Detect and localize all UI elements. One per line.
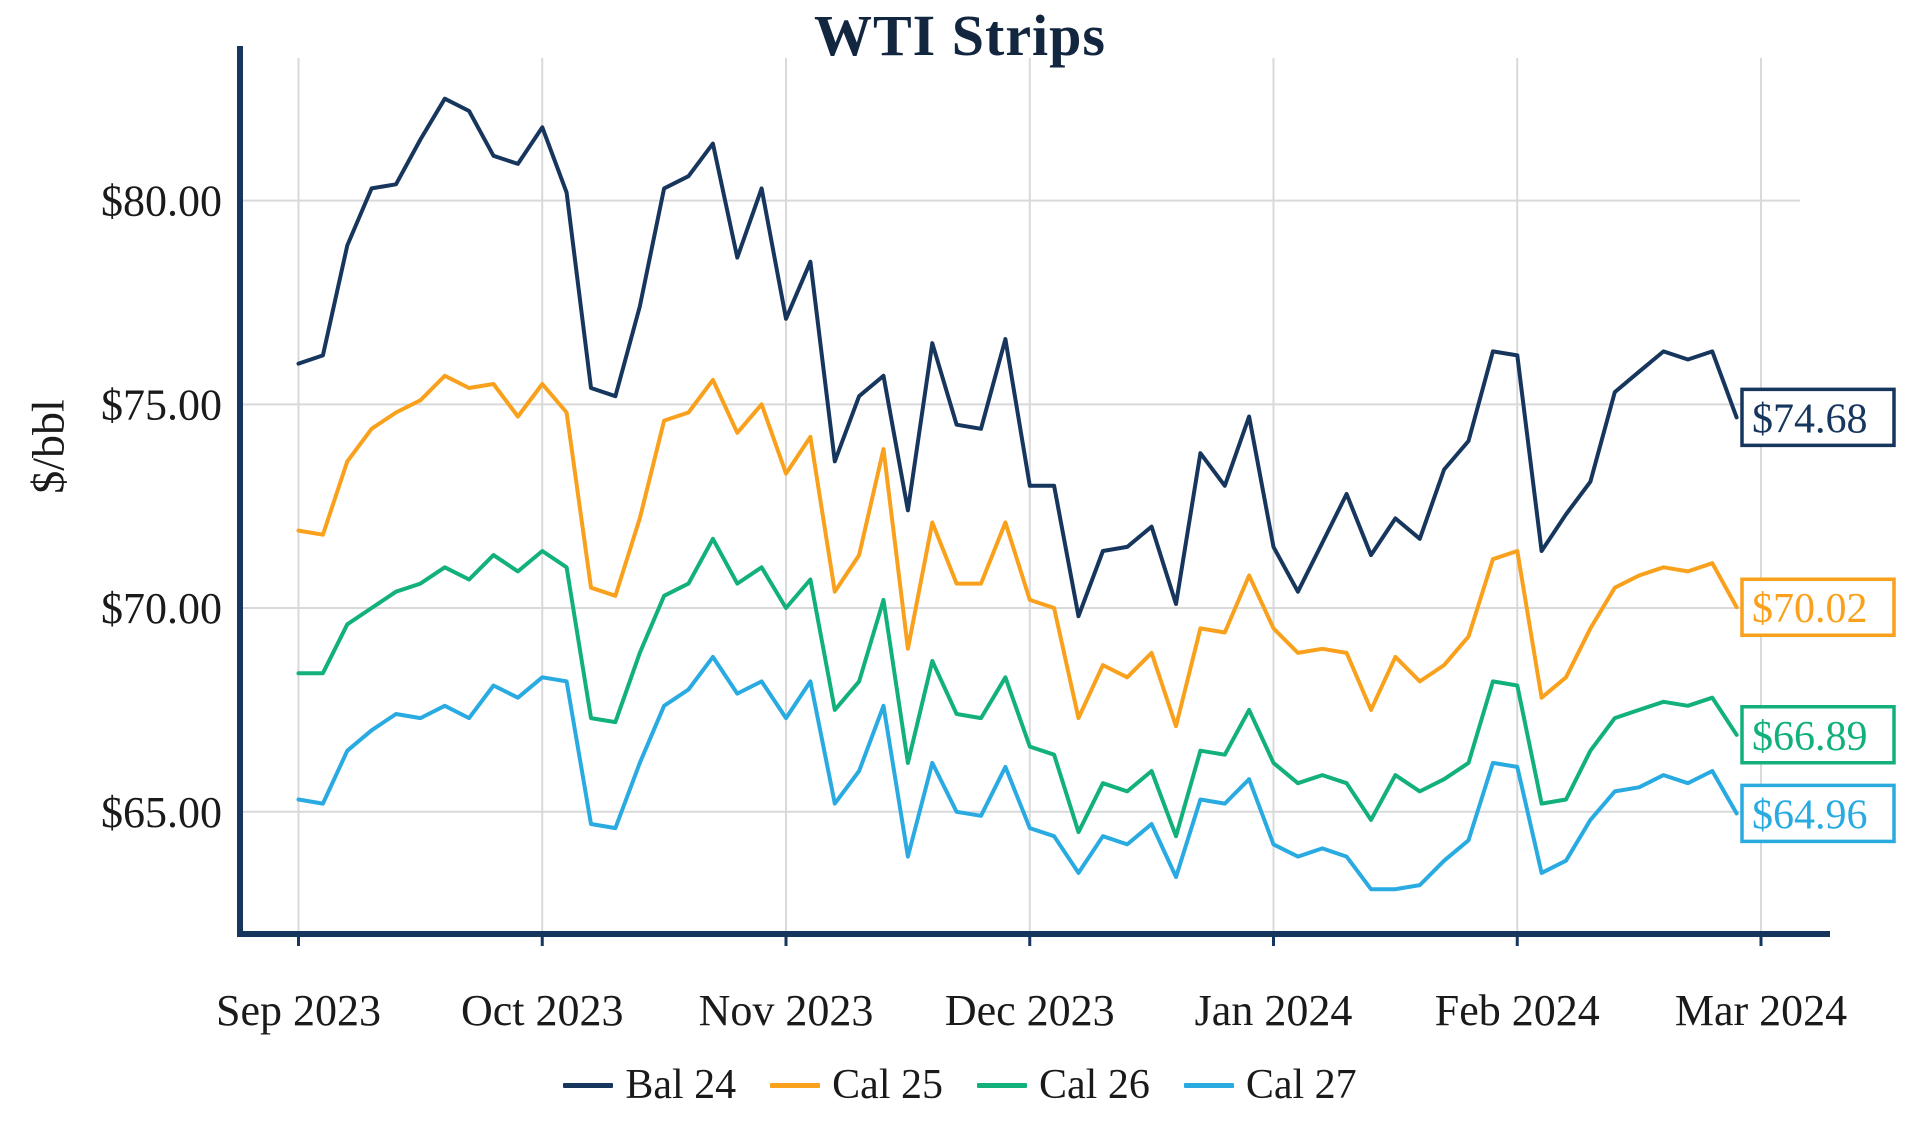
legend-item-cal-27: Cal 27 [1183, 1062, 1357, 1108]
x-tick-label: Nov 2023 [699, 986, 874, 1035]
x-tick-label: Sep 2023 [216, 986, 381, 1035]
x-tick-label: Mar 2024 [1675, 986, 1847, 1035]
legend-swatch-cal-27 [1183, 1082, 1234, 1088]
y-tick-label: $65.00 [101, 788, 222, 837]
series-end-label-box-cal-26 [1740, 705, 1896, 765]
y-tick-label: $75.00 [101, 380, 222, 429]
x-tick-label: Oct 2023 [461, 986, 624, 1035]
series-end-label-bal-24: $74.68 [1752, 396, 1868, 442]
x-tick-label: Jan 2024 [1195, 986, 1353, 1035]
legend: Bal 24 Cal 25 Cal 26 Cal 27 [0, 1064, 1920, 1106]
chart-title: WTI Strips [813, 3, 1106, 68]
legend-label: Bal 24 [625, 1062, 737, 1108]
series-end-label-cal-26: $66.89 [1752, 714, 1868, 760]
legend-label: Cal 27 [1245, 1062, 1357, 1108]
legend-swatch-bal-24 [563, 1082, 614, 1088]
x-tick-label: Dec 2023 [945, 986, 1115, 1035]
series-end-label-box-cal-27 [1740, 783, 1896, 844]
y-tick-label: $80.00 [101, 177, 222, 226]
series-end-label-cal-25: $70.02 [1752, 586, 1868, 632]
series-line-bal-24 [296, 96, 1739, 619]
series-line-cal-26 [296, 536, 1739, 839]
x-tick-label: Feb 2024 [1435, 986, 1600, 1035]
series-end-label-box-cal-25 [1740, 577, 1896, 637]
legend-item-bal-24: Bal 24 [563, 1064, 736, 1106]
series-line-cal-27 [296, 654, 1739, 892]
legend-swatch-cal-25 [770, 1082, 821, 1088]
series-end-label-box-bal-24 [1740, 387, 1896, 448]
legend-label: Cal 26 [1039, 1062, 1150, 1108]
legend-item-cal-26: Cal 26 [977, 1064, 1150, 1106]
legend-label: Cal 25 [832, 1062, 943, 1108]
series-line-cal-25 [296, 373, 1739, 729]
legend-item-cal-25: Cal 25 [770, 1064, 943, 1106]
series-end-label-cal-27: $64.96 [1752, 792, 1868, 838]
legend-swatch-cal-26 [977, 1082, 1027, 1088]
y-tick-label: $70.00 [101, 584, 222, 633]
